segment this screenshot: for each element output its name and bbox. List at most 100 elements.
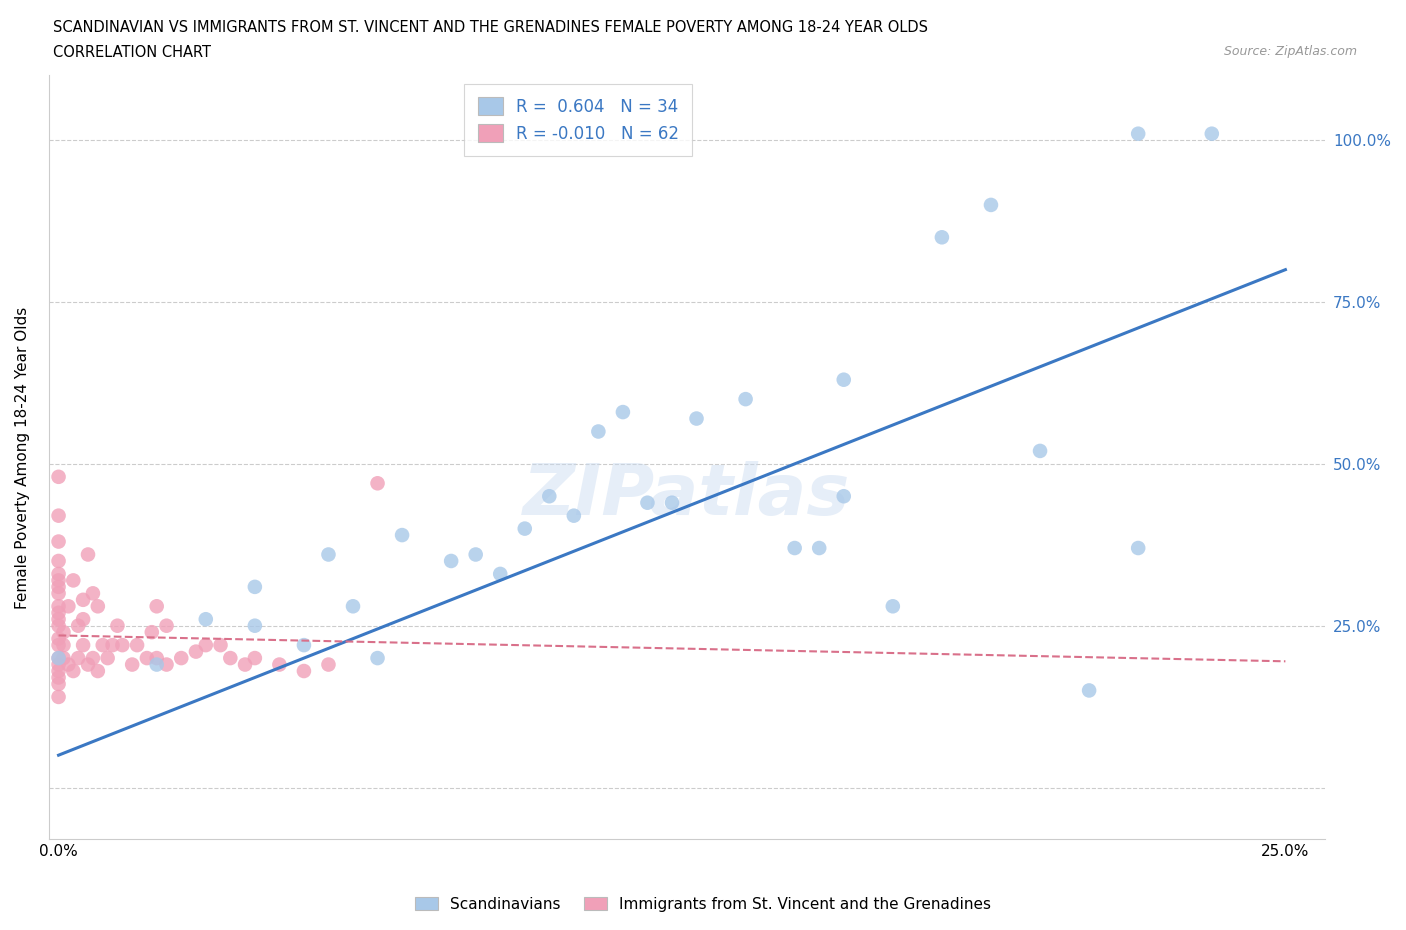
Point — [145, 658, 167, 672]
Point — [588, 424, 610, 439]
Point — [342, 599, 364, 614]
Point — [72, 612, 94, 627]
Point — [52, 651, 75, 666]
Point — [48, 651, 70, 666]
Point — [513, 521, 536, 536]
Point — [48, 638, 70, 653]
Point — [1078, 683, 1101, 698]
Point — [243, 618, 266, 633]
Point — [72, 638, 94, 653]
Point — [107, 618, 129, 633]
Legend: Scandinavians, Immigrants from St. Vincent and the Grenadines: Scandinavians, Immigrants from St. Vince… — [409, 890, 997, 918]
Point — [52, 638, 75, 653]
Point — [48, 670, 70, 684]
Point — [67, 618, 90, 633]
Point — [58, 599, 80, 614]
Point — [145, 651, 167, 666]
Point — [367, 651, 389, 666]
Point — [292, 664, 315, 679]
Point — [219, 651, 242, 666]
Point — [48, 664, 70, 679]
Point — [141, 625, 163, 640]
Point — [48, 605, 70, 620]
Point — [832, 372, 855, 387]
Point — [980, 197, 1002, 212]
Point — [194, 612, 217, 627]
Point — [931, 230, 953, 245]
Point — [1029, 444, 1052, 458]
Point — [269, 658, 291, 672]
Point — [72, 592, 94, 607]
Point — [52, 625, 75, 640]
Point — [87, 599, 110, 614]
Point — [832, 489, 855, 504]
Point — [48, 658, 70, 672]
Point — [77, 658, 100, 672]
Point — [135, 651, 157, 666]
Point — [882, 599, 904, 614]
Point — [1201, 126, 1223, 141]
Point — [58, 658, 80, 672]
Point — [125, 638, 148, 653]
Point — [636, 496, 658, 511]
Point — [391, 527, 413, 542]
Point — [62, 573, 84, 588]
Point — [783, 540, 806, 555]
Point — [111, 638, 134, 653]
Point — [87, 664, 110, 679]
Point — [97, 651, 120, 666]
Point — [1128, 126, 1150, 141]
Point — [194, 638, 217, 653]
Point — [489, 566, 512, 581]
Point — [48, 612, 70, 627]
Point — [48, 573, 70, 588]
Point — [464, 547, 486, 562]
Point — [367, 476, 389, 491]
Point — [170, 651, 193, 666]
Point — [318, 658, 340, 672]
Point — [155, 618, 177, 633]
Point — [661, 496, 683, 511]
Point — [48, 631, 70, 646]
Text: SCANDINAVIAN VS IMMIGRANTS FROM ST. VINCENT AND THE GRENADINES FEMALE POVERTY AM: SCANDINAVIAN VS IMMIGRANTS FROM ST. VINC… — [53, 20, 928, 35]
Point — [155, 658, 177, 672]
Text: Source: ZipAtlas.com: Source: ZipAtlas.com — [1223, 45, 1357, 58]
Point — [48, 508, 70, 523]
Point — [808, 540, 831, 555]
Point — [685, 411, 707, 426]
Point — [48, 689, 70, 704]
Point — [318, 547, 340, 562]
Point — [48, 599, 70, 614]
Point — [562, 508, 585, 523]
Text: CORRELATION CHART: CORRELATION CHART — [53, 45, 211, 60]
Point — [48, 618, 70, 633]
Point — [538, 489, 561, 504]
Point — [209, 638, 232, 653]
Point — [82, 586, 104, 601]
Y-axis label: Female Poverty Among 18-24 Year Olds: Female Poverty Among 18-24 Year Olds — [15, 306, 30, 608]
Point — [77, 547, 100, 562]
Point — [67, 651, 90, 666]
Point — [243, 579, 266, 594]
Point — [48, 651, 70, 666]
Point — [121, 658, 143, 672]
Point — [243, 651, 266, 666]
Point — [440, 553, 463, 568]
Point — [48, 676, 70, 691]
Point — [48, 566, 70, 581]
Point — [82, 651, 104, 666]
Point — [1128, 540, 1150, 555]
Point — [48, 586, 70, 601]
Point — [48, 579, 70, 594]
Text: ZIPatlas: ZIPatlas — [523, 461, 851, 530]
Point — [145, 599, 167, 614]
Point — [292, 638, 315, 653]
Point — [734, 392, 756, 406]
Point — [48, 470, 70, 485]
Point — [233, 658, 256, 672]
Point — [612, 405, 634, 419]
Point — [62, 664, 84, 679]
Point — [48, 534, 70, 549]
Point — [48, 553, 70, 568]
Point — [91, 638, 114, 653]
